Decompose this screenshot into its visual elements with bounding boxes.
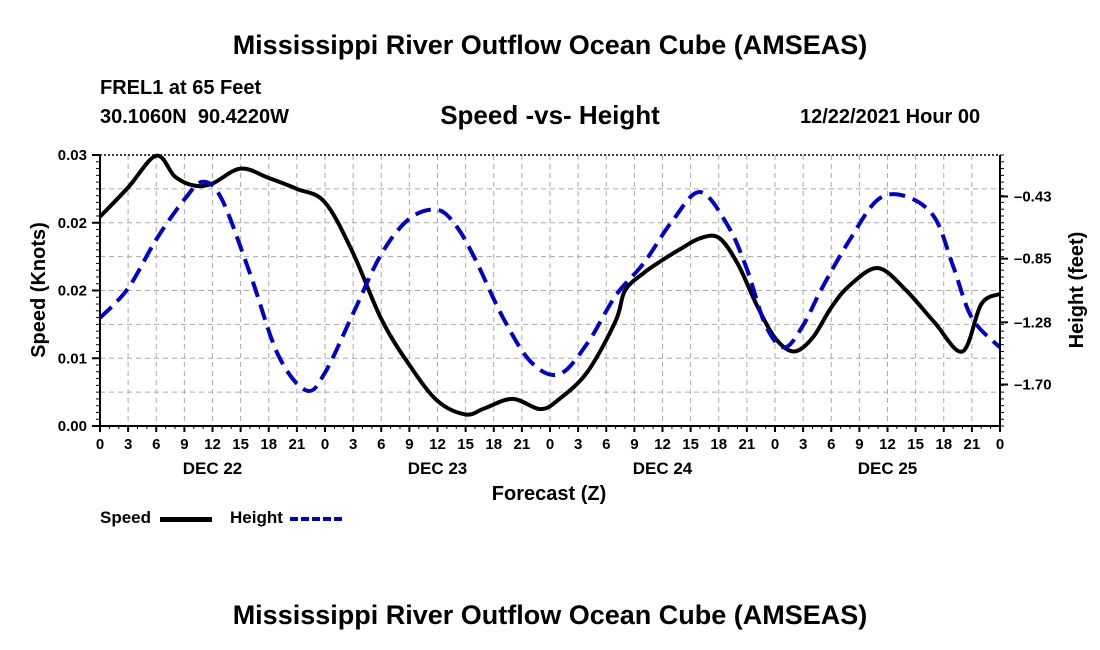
x-tick-label: 6 (152, 436, 160, 453)
x-tick-label: 9 (405, 436, 413, 453)
x-tick-label: 6 (827, 436, 835, 453)
series-line-height (98, 179, 1002, 394)
y2-tick-label: –1.70 (1014, 377, 1052, 394)
x-tick-label: 12 (429, 436, 446, 453)
x-tick-label: 6 (602, 436, 610, 453)
grid-layer (99, 155, 1001, 426)
y-tick-label: 0.02 (58, 283, 87, 300)
coordinates-label: 30.1060N 90.4220W (100, 106, 290, 128)
x-tick-label: 0 (546, 436, 554, 453)
series-layer (98, 153, 1002, 417)
x-tick-label: 21 (739, 436, 756, 453)
x-tick-label: 21 (964, 436, 981, 453)
y2-tick-label: –0.85 (1014, 251, 1052, 268)
y-tick-label: 0.03 (58, 147, 87, 164)
x-tick-label: 9 (855, 436, 863, 453)
x-tick-label: 0 (321, 436, 329, 453)
legend-label-height: Height (230, 508, 283, 527)
x-tick-label: 18 (710, 436, 727, 453)
x-tick-label: 18 (260, 436, 277, 453)
day-label: DEC 24 (633, 459, 693, 478)
x-tick-label: 12 (204, 436, 221, 453)
x-tick-label: 3 (799, 436, 807, 453)
x-tick-label: 21 (514, 436, 531, 453)
day-label: DEC 23 (408, 459, 468, 478)
x-tick-label: 15 (907, 436, 924, 453)
x-tick-label: 18 (935, 436, 952, 453)
x-tick-label: 0 (996, 436, 1004, 453)
y-tick-label: 0.01 (58, 350, 87, 367)
x-tick-label: 12 (879, 436, 896, 453)
station-label: FREL1 at 65 Feet (100, 77, 262, 99)
date-hour-label: 12/22/2021 Hour 00 (800, 106, 981, 128)
x-axis-label: Forecast (Z) (492, 483, 606, 505)
y2-tick-label: –1.28 (1014, 314, 1052, 331)
y2-axis-label: Height (feet) (1066, 232, 1088, 349)
x-tick-label: 21 (289, 436, 306, 453)
x-tick-label: 15 (457, 436, 474, 453)
axis-layer: 0.00 0.01 0.02 0.02 0.03 –1.70 –1.28 –0.85 –0.43… (58, 147, 1052, 478)
chart-title: Mississippi River Outflow Ocean Cube (AM… (232, 30, 868, 60)
y-axis-label: Speed (Knots) (28, 222, 50, 358)
day-label: DEC 25 (858, 459, 918, 478)
legend-label-speed: Speed (100, 508, 152, 527)
x-tick-label: 9 (630, 436, 638, 453)
x-tick-label: 12 (654, 436, 671, 453)
series-line-speed (98, 153, 1001, 417)
x-tick-label: 0 (96, 436, 104, 453)
x-tick-label: 18 (485, 436, 502, 453)
legend-swatch-height (290, 517, 342, 521)
y2-tick-label: –0.43 (1014, 188, 1052, 205)
x-tick-label: 3 (574, 436, 582, 453)
y-tick-label: 0.02 (58, 215, 87, 232)
x-tick-label: 15 (232, 436, 249, 453)
x-tick-label: 9 (180, 436, 188, 453)
y-tick-label: 0.00 (58, 418, 87, 435)
x-tick-label: 3 (349, 436, 357, 453)
x-tick-label: 0 (771, 436, 779, 453)
chart-subtitle: Speed -vs- Height (440, 100, 660, 130)
x-tick-label: 15 (682, 436, 699, 453)
day-label: DEC 22 (183, 459, 243, 478)
x-tick-label: 3 (124, 436, 132, 453)
footer-title: Mississippi River Outflow Ocean Cube (AM… (232, 600, 868, 630)
x-tick-label: 6 (377, 436, 385, 453)
legend-swatch-speed (160, 517, 212, 522)
